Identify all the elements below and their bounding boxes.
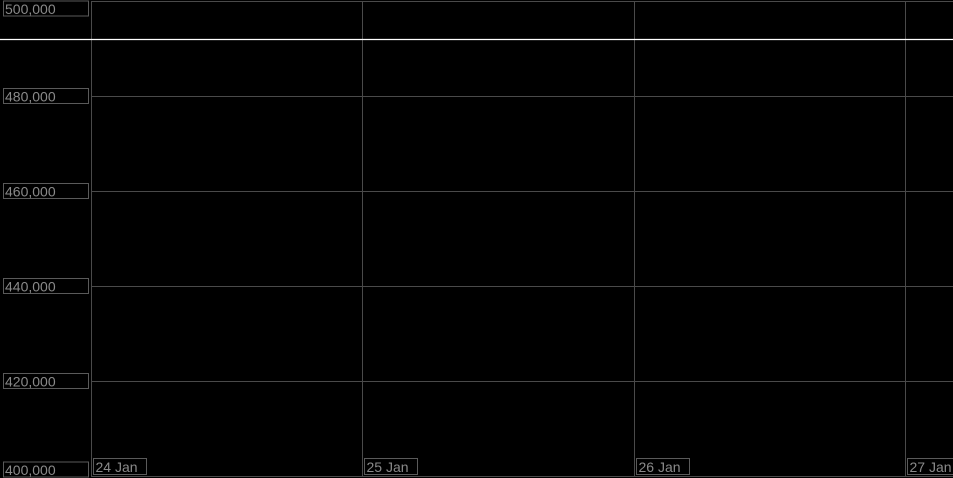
x-tick-label: 26 Jan — [639, 459, 681, 475]
y-tick-label-box — [3, 0, 89, 17]
y-tick-label: 420,000 — [5, 374, 56, 390]
y-tick-label-box — [3, 278, 89, 294]
x-tick-label: 24 Jan — [96, 459, 138, 475]
x-tick-label: 25 Jan — [367, 459, 409, 475]
x-tick-label-box — [636, 458, 690, 475]
grid — [91, 1, 953, 477]
x-tick-label-box — [93, 458, 147, 475]
x-tick-label-box — [907, 458, 953, 475]
x-axis: 24 Jan 25 Jan 26 Jan 27 Jan — [93, 458, 953, 475]
y-tick-label-box — [3, 183, 89, 199]
x-tick-label-box — [364, 458, 418, 475]
y-tick-label-box — [3, 461, 89, 478]
y-tick-label: 460,000 — [5, 184, 56, 200]
y-axis: 500,000 480,000 460,000 440,000 420,000 400,0… — [3, 0, 89, 478]
y-tick-label-box — [3, 373, 89, 389]
y-tick-label-box — [3, 88, 89, 104]
y-tick-label: 400,000 — [5, 462, 56, 478]
x-tick-label: 27 Jan — [910, 459, 952, 475]
y-tick-label: 480,000 — [5, 89, 56, 105]
y-tick-label: 500,000 — [5, 1, 56, 17]
y-tick-label: 440,000 — [5, 279, 56, 295]
